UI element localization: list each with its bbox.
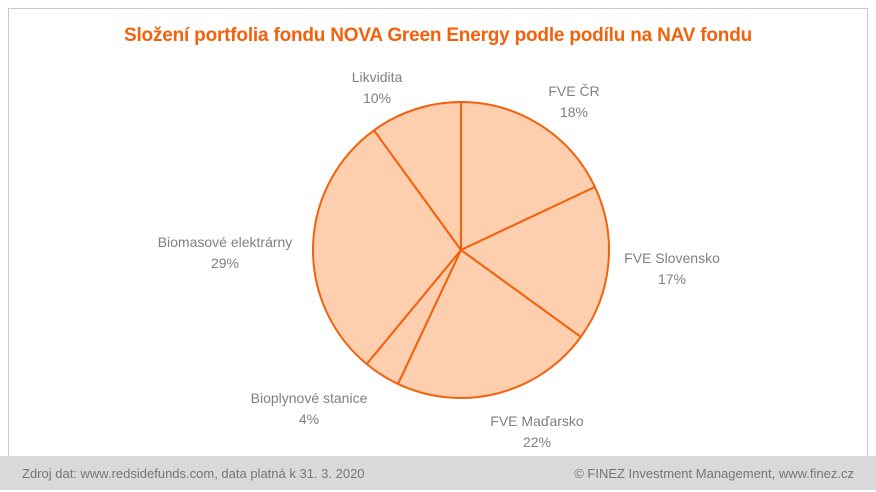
pie-label-pct: 22% <box>522 434 552 450</box>
pie-slice-5 <box>373 101 462 251</box>
pie-slice-4 <box>312 129 462 366</box>
footer-copyright: © FINEZ Investment Management, www.finez… <box>574 465 854 481</box>
footer-bar: Zdroj dat: www.redsidefunds.com, data pl… <box>0 456 876 490</box>
pie-label-pct: 4% <box>298 411 320 427</box>
pie-label-text: FVE Slovensko <box>624 250 720 266</box>
pie-label-fve-cr: FVE ČR 18% <box>548 81 599 123</box>
pie-label-biomasove-elektrarny: Biomasové elektrárny 29% <box>158 232 293 274</box>
pie-label-text: FVE Maďarsko <box>490 413 584 429</box>
pie-label-pct: 17% <box>657 271 687 287</box>
pie-label-pct: 18% <box>559 104 589 120</box>
pie-label-pct: 10% <box>362 90 392 106</box>
pie-slice-1 <box>460 185 610 338</box>
pie-slice-0 <box>460 101 596 251</box>
pie-label-likvidita: Likvidita 10% <box>352 67 403 109</box>
pie-label-pct: 29% <box>210 255 240 271</box>
pie-label-fve-madarsko: FVE Maďarsko 22% <box>490 411 583 453</box>
pie-label-fve-slovensko: FVE Slovensko 17% <box>624 248 720 290</box>
pie-label-text: Biomasové elektrárny <box>157 234 293 250</box>
footer-source: Zdroj dat: www.redsidefunds.com, data pl… <box>22 465 365 481</box>
pie-label-text: Likvidita <box>351 69 403 85</box>
pie-label-text: Bioplynové stanice <box>250 390 368 406</box>
pie-label-text: FVE ČR <box>548 83 600 99</box>
chart-title: Složení portfolia fondu NOVA Green Energ… <box>123 25 753 46</box>
pie-label-bioplynove-stanice: Bioplynové stanice 4% <box>251 388 368 430</box>
